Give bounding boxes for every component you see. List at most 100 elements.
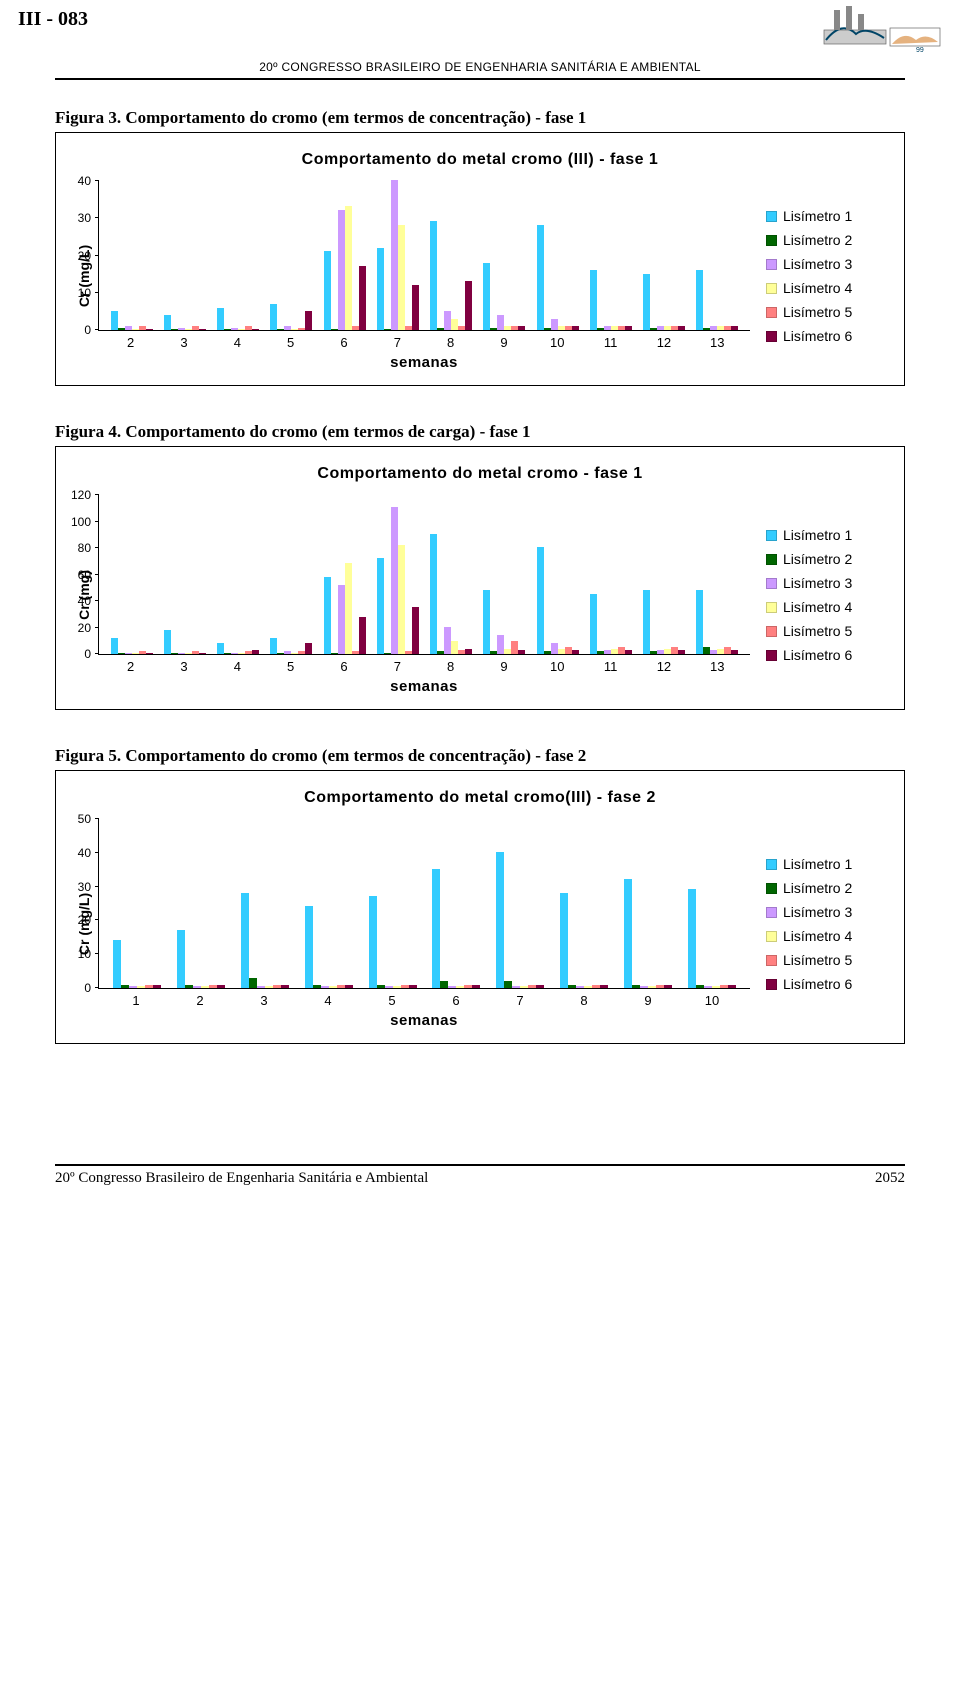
figure5-xticks: 12345678910 <box>98 989 750 1008</box>
legend-item: Lisímetro 4 <box>766 280 890 296</box>
legend-label: Lisímetro 4 <box>783 928 852 944</box>
bar-cluster <box>105 181 158 330</box>
bar-lis6 <box>252 329 259 330</box>
bar-lis3 <box>604 650 611 654</box>
bar-lis6 <box>572 326 579 330</box>
bar-lis2 <box>118 653 125 654</box>
legend-label: Lisímetro 4 <box>783 599 852 615</box>
bar-lis5 <box>245 651 252 654</box>
legend-swatch <box>766 859 777 870</box>
bar-lis5 <box>145 985 153 988</box>
xtick: 8 <box>424 659 477 674</box>
legend-label: Lisímetro 5 <box>783 952 852 968</box>
bar-lis2 <box>224 653 231 654</box>
xtick: 3 <box>232 993 296 1008</box>
bar-lis4 <box>291 653 298 654</box>
xtick: 6 <box>317 335 370 350</box>
legend-label: Lisímetro 2 <box>783 232 852 248</box>
ytick: 100 <box>71 515 91 529</box>
bar-lis6 <box>664 985 672 988</box>
bar-lis3 <box>657 650 664 654</box>
header-rule <box>55 78 905 80</box>
legend-item: Lisímetro 6 <box>766 976 890 992</box>
bar-lis4 <box>345 206 352 330</box>
legend-label: Lisímetro 6 <box>783 647 852 663</box>
bar-lis3 <box>604 326 611 330</box>
bar-lis3 <box>444 627 451 654</box>
legend-swatch <box>766 259 777 270</box>
bar-lis5 <box>592 985 600 988</box>
legend-label: Lisímetro 1 <box>783 856 852 872</box>
bar-lis6 <box>359 266 366 330</box>
figure5-plot-area: 01020304050 <box>98 819 750 989</box>
bar-lis3 <box>338 210 345 330</box>
bar-lis5 <box>139 651 146 654</box>
bar-lis3 <box>231 328 238 330</box>
bar-lis5 <box>352 651 359 654</box>
bar-lis6 <box>728 985 736 988</box>
bar-lis2 <box>650 651 657 654</box>
bar-lis1 <box>217 308 224 331</box>
page-footer: 20º Congresso Brasileiro de Engenharia S… <box>55 1164 905 1187</box>
bar-lis1 <box>270 638 277 654</box>
bar-lis3 <box>512 986 520 988</box>
bar-lis3 <box>657 326 664 330</box>
bar-cluster <box>212 181 265 330</box>
legend-swatch <box>766 554 777 565</box>
legend-label: Lisímetro 1 <box>783 208 852 224</box>
bar-cluster <box>478 495 531 654</box>
footer-left: 20º Congresso Brasileiro de Engenharia S… <box>55 1170 428 1187</box>
bar-lis5 <box>192 326 199 330</box>
bar-lis2 <box>313 985 321 988</box>
xtick: 12 <box>637 659 690 674</box>
bar-lis2 <box>185 985 193 988</box>
legend-item: Lisímetro 3 <box>766 256 890 272</box>
bar-lis2 <box>568 985 576 988</box>
bar-cluster <box>584 495 637 654</box>
bar-lis5 <box>405 651 412 654</box>
figure3-xticks: 2345678910111213 <box>98 331 750 350</box>
xtick: 6 <box>424 993 488 1008</box>
bar-lis2 <box>384 653 391 654</box>
bar-lis4 <box>451 641 458 654</box>
bar-lis5 <box>671 647 678 654</box>
ytick: 20 <box>78 621 91 635</box>
bar-lis6 <box>465 649 472 654</box>
bar-lis3 <box>178 328 185 330</box>
xtick: 5 <box>264 659 317 674</box>
bar-lis3 <box>129 986 137 988</box>
bar-lis4 <box>329 986 337 988</box>
xtick: 3 <box>157 659 210 674</box>
legend-label: Lisímetro 4 <box>783 280 852 296</box>
legend-swatch <box>766 307 777 318</box>
bar-lis4 <box>132 653 139 654</box>
bar-cluster <box>425 495 478 654</box>
bar-lis3 <box>710 326 717 330</box>
bar-lis6 <box>146 653 153 654</box>
xtick: 10 <box>680 993 744 1008</box>
legend-swatch <box>766 530 777 541</box>
bar-lis3 <box>257 986 265 988</box>
bar-lis4 <box>664 649 671 654</box>
legend-item: Lisímetro 1 <box>766 208 890 224</box>
xtick: 13 <box>691 659 744 674</box>
bar-cluster <box>158 495 211 654</box>
bar-lis4 <box>291 329 298 330</box>
bar-lis5 <box>405 326 412 330</box>
bar-lis4 <box>558 326 565 330</box>
bar-lis3 <box>391 180 398 330</box>
xtick: 10 <box>531 335 584 350</box>
bar-lis4 <box>504 649 511 654</box>
legend-swatch <box>766 883 777 894</box>
figure4-caption: Figura 4. Comportamento do cromo (em ter… <box>55 422 905 442</box>
ytick: 40 <box>78 594 91 608</box>
bar-lis6 <box>252 650 259 654</box>
bar-lis6 <box>217 985 225 988</box>
bar-lis1 <box>111 638 118 654</box>
bar-cluster <box>318 495 371 654</box>
bar-lis3 <box>448 986 456 988</box>
bar-cluster <box>680 819 744 988</box>
bar-lis1 <box>377 558 384 654</box>
ytick: 40 <box>78 174 91 188</box>
bar-lis1 <box>377 248 384 331</box>
